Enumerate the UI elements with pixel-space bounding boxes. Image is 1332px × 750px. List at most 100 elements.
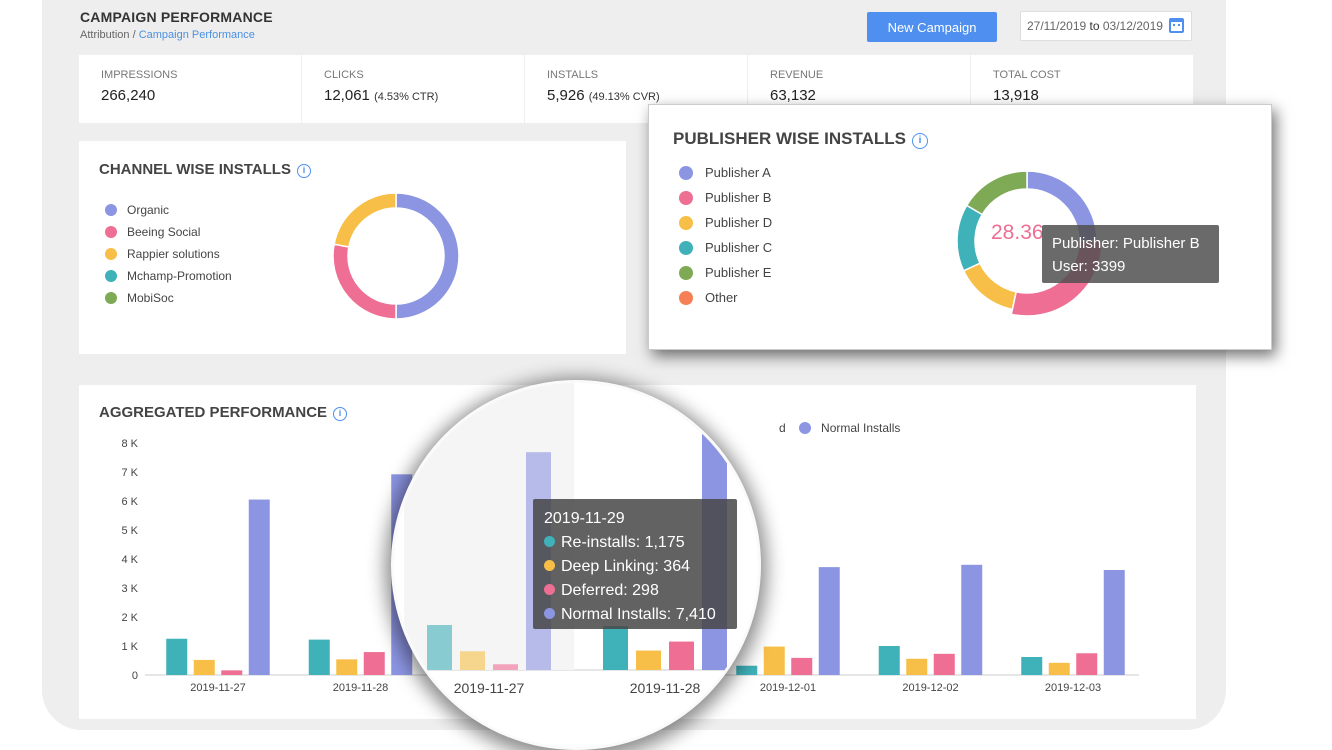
perf-card-title-text: AGGREGATED PERFORMANCE (99, 404, 328, 421)
publisher-card-title-text: PUBLISHER WISE INSTALLS (673, 129, 906, 148)
bar-deep-linking-2019-11-27[interactable] (460, 651, 485, 670)
bar-deep-linking-2019-12-01[interactable] (763, 646, 785, 675)
publisher-center-value: 28.36 (991, 221, 1044, 244)
legend-dot (105, 248, 117, 260)
publisher-legend-item[interactable]: Publisher E (679, 260, 772, 285)
info-icon[interactable]: i (333, 407, 348, 421)
x-tick-label: 2019-12-03 (1045, 682, 1101, 694)
donut-slice-publisher-d[interactable] (962, 262, 1017, 311)
y-tick-label: 7 K (121, 467, 138, 479)
bar-normal-installs-2019-12-02[interactable] (961, 564, 983, 675)
bar-deep-linking-2019-12-02[interactable] (906, 658, 928, 675)
legend-dot (105, 226, 117, 238)
calendar-icon[interactable] (1169, 18, 1184, 33)
bar-deferred-2019-11-27[interactable] (221, 670, 243, 675)
tooltip-dot (544, 536, 555, 547)
bar-normal-installs-2019-12-03[interactable] (1103, 570, 1125, 675)
legend-label: Publisher B (705, 190, 772, 205)
bar-re-installs-2019-11-27[interactable] (166, 638, 188, 675)
tooltip-text: Deep Linking: 364 (561, 558, 690, 575)
tooltip-row-reinstalls: Re-installs: 1,175 (544, 531, 726, 555)
bar-deferred-2019-11-27[interactable] (493, 664, 518, 670)
tooltip-dot (544, 608, 555, 619)
bar-deferred-2019-11-28[interactable] (363, 652, 385, 675)
publisher-legend-item[interactable]: Publisher D (679, 210, 772, 235)
kpi-number: 266,240 (101, 87, 156, 104)
legend-normal-installs[interactable]: Normal Installs (821, 421, 901, 435)
bar-deep-linking-2019-11-28[interactable] (636, 650, 661, 670)
y-tick-label: 4 K (121, 554, 138, 566)
breadcrumb-current[interactable]: Campaign Performance (138, 29, 255, 41)
channel-legend: Organic Beeing Social Rappier solutions Mch… (105, 199, 232, 309)
kpi-number: 13,918 (993, 87, 1039, 104)
bar-normal-installs-2019-11-27[interactable] (248, 499, 270, 675)
bar-deferred-2019-12-01[interactable] (791, 657, 813, 675)
legend-label: Organic (127, 203, 170, 217)
legend-label: Publisher A (705, 165, 771, 180)
new-campaign-button[interactable]: New Campaign (867, 12, 997, 42)
channel-legend-item[interactable]: Organic (105, 199, 232, 221)
y-tick-label: 0 (132, 670, 138, 682)
tooltip-dot (544, 584, 555, 595)
y-tick-label: 6 K (121, 496, 138, 508)
kpi-revenue: REVENUE 63,132 (748, 55, 971, 123)
channel-legend-item[interactable]: MobiSoc (105, 287, 232, 309)
publisher-card-title: PUBLISHER WISE INSTALLS i (673, 129, 928, 149)
publisher-legend-item[interactable]: Other (679, 285, 772, 310)
x-tick-label: 2019-12-02 (902, 682, 958, 694)
legend-dot (679, 190, 693, 205)
channel-legend-item[interactable]: Beeing Social (105, 221, 232, 243)
publisher-legend-item[interactable]: Publisher B (679, 185, 772, 210)
bar-re-installs-2019-11-27[interactable] (427, 625, 452, 670)
legend-dot (679, 165, 693, 180)
y-tick-label: 1 K (121, 641, 138, 653)
publisher-legend: Publisher A Publisher B Publisher D Publish… (679, 160, 772, 310)
donut-slice-publisher-c[interactable] (956, 204, 984, 272)
y-tick-label: 5 K (121, 525, 138, 537)
bar-re-installs-2019-12-02[interactable] (878, 646, 900, 675)
bar-normal-installs-2019-12-01[interactable] (818, 567, 840, 675)
bar-deferred-2019-12-02[interactable] (933, 653, 955, 675)
donut-slice-rappier-solutions[interactable] (333, 192, 397, 248)
bar-deferred-2019-12-03[interactable] (1076, 653, 1098, 675)
publisher-legend-item[interactable]: Publisher A (679, 160, 772, 185)
kpi-number: 5,926 (547, 87, 585, 104)
legend-label: Mchamp-Promotion (127, 269, 232, 283)
legend-label: Other (705, 290, 738, 305)
legend-label: Rappier solutions (127, 247, 220, 261)
bar-re-installs-2019-12-03[interactable] (1021, 657, 1043, 675)
publisher-card: PUBLISHER WISE INSTALLS i Publisher A Publ… (648, 104, 1272, 350)
info-icon[interactable]: i (296, 164, 311, 178)
donut-slice-publisher-e[interactable] (965, 170, 1028, 216)
date-range-picker[interactable]: 27/11/2019 to 03/12/2019 (1020, 11, 1192, 41)
perf-card-title: AGGREGATED PERFORMANCE i (99, 404, 348, 421)
donut-slice-beeing-social[interactable] (332, 243, 397, 320)
bar-deferred-2019-11-28[interactable] (669, 641, 694, 670)
publisher-legend-item[interactable]: Publisher C (679, 235, 772, 260)
donut-slice-organic[interactable] (395, 192, 460, 320)
tooltip-text: Normal Installs: 7,410 (561, 606, 716, 623)
kpi-total-cost: TOTAL COST 13,918 (971, 55, 1193, 123)
x-tick-label: 2019-11-27 (454, 680, 525, 696)
legend-label: Publisher C (705, 240, 773, 255)
breadcrumb-root[interactable]: Attribution / (80, 29, 136, 41)
bar-re-installs-2019-11-28[interactable] (308, 639, 330, 675)
kpi-label: TOTAL COST (993, 69, 1061, 81)
magnifier-lens: 01 K2 K3 K4 K5 K6 K7 K8 K2019-11-272019-… (391, 380, 761, 750)
legend-fragment: d (779, 421, 786, 435)
channel-legend-item[interactable]: Rappier solutions (105, 243, 232, 265)
legend-dot (679, 265, 693, 280)
tooltip-text: Re-installs: 1,175 (561, 534, 685, 551)
channel-legend-item[interactable]: Mchamp-Promotion (105, 265, 232, 287)
bar-re-installs-2019-11-28[interactable] (603, 626, 628, 670)
bar-deep-linking-2019-12-03[interactable] (1048, 662, 1070, 675)
channel-card-title: CHANNEL WISE INSTALLS i (99, 161, 311, 178)
legend-dot (679, 215, 693, 230)
bar-deep-linking-2019-11-27[interactable] (193, 659, 215, 675)
kpi-value: 12,061 (4.53% CTR) (324, 87, 502, 104)
bar-deep-linking-2019-11-28[interactable] (336, 659, 358, 675)
kpi-sub: (4.53% CTR) (374, 91, 439, 103)
tooltip-dot (544, 560, 555, 571)
info-icon[interactable]: i (911, 133, 928, 149)
